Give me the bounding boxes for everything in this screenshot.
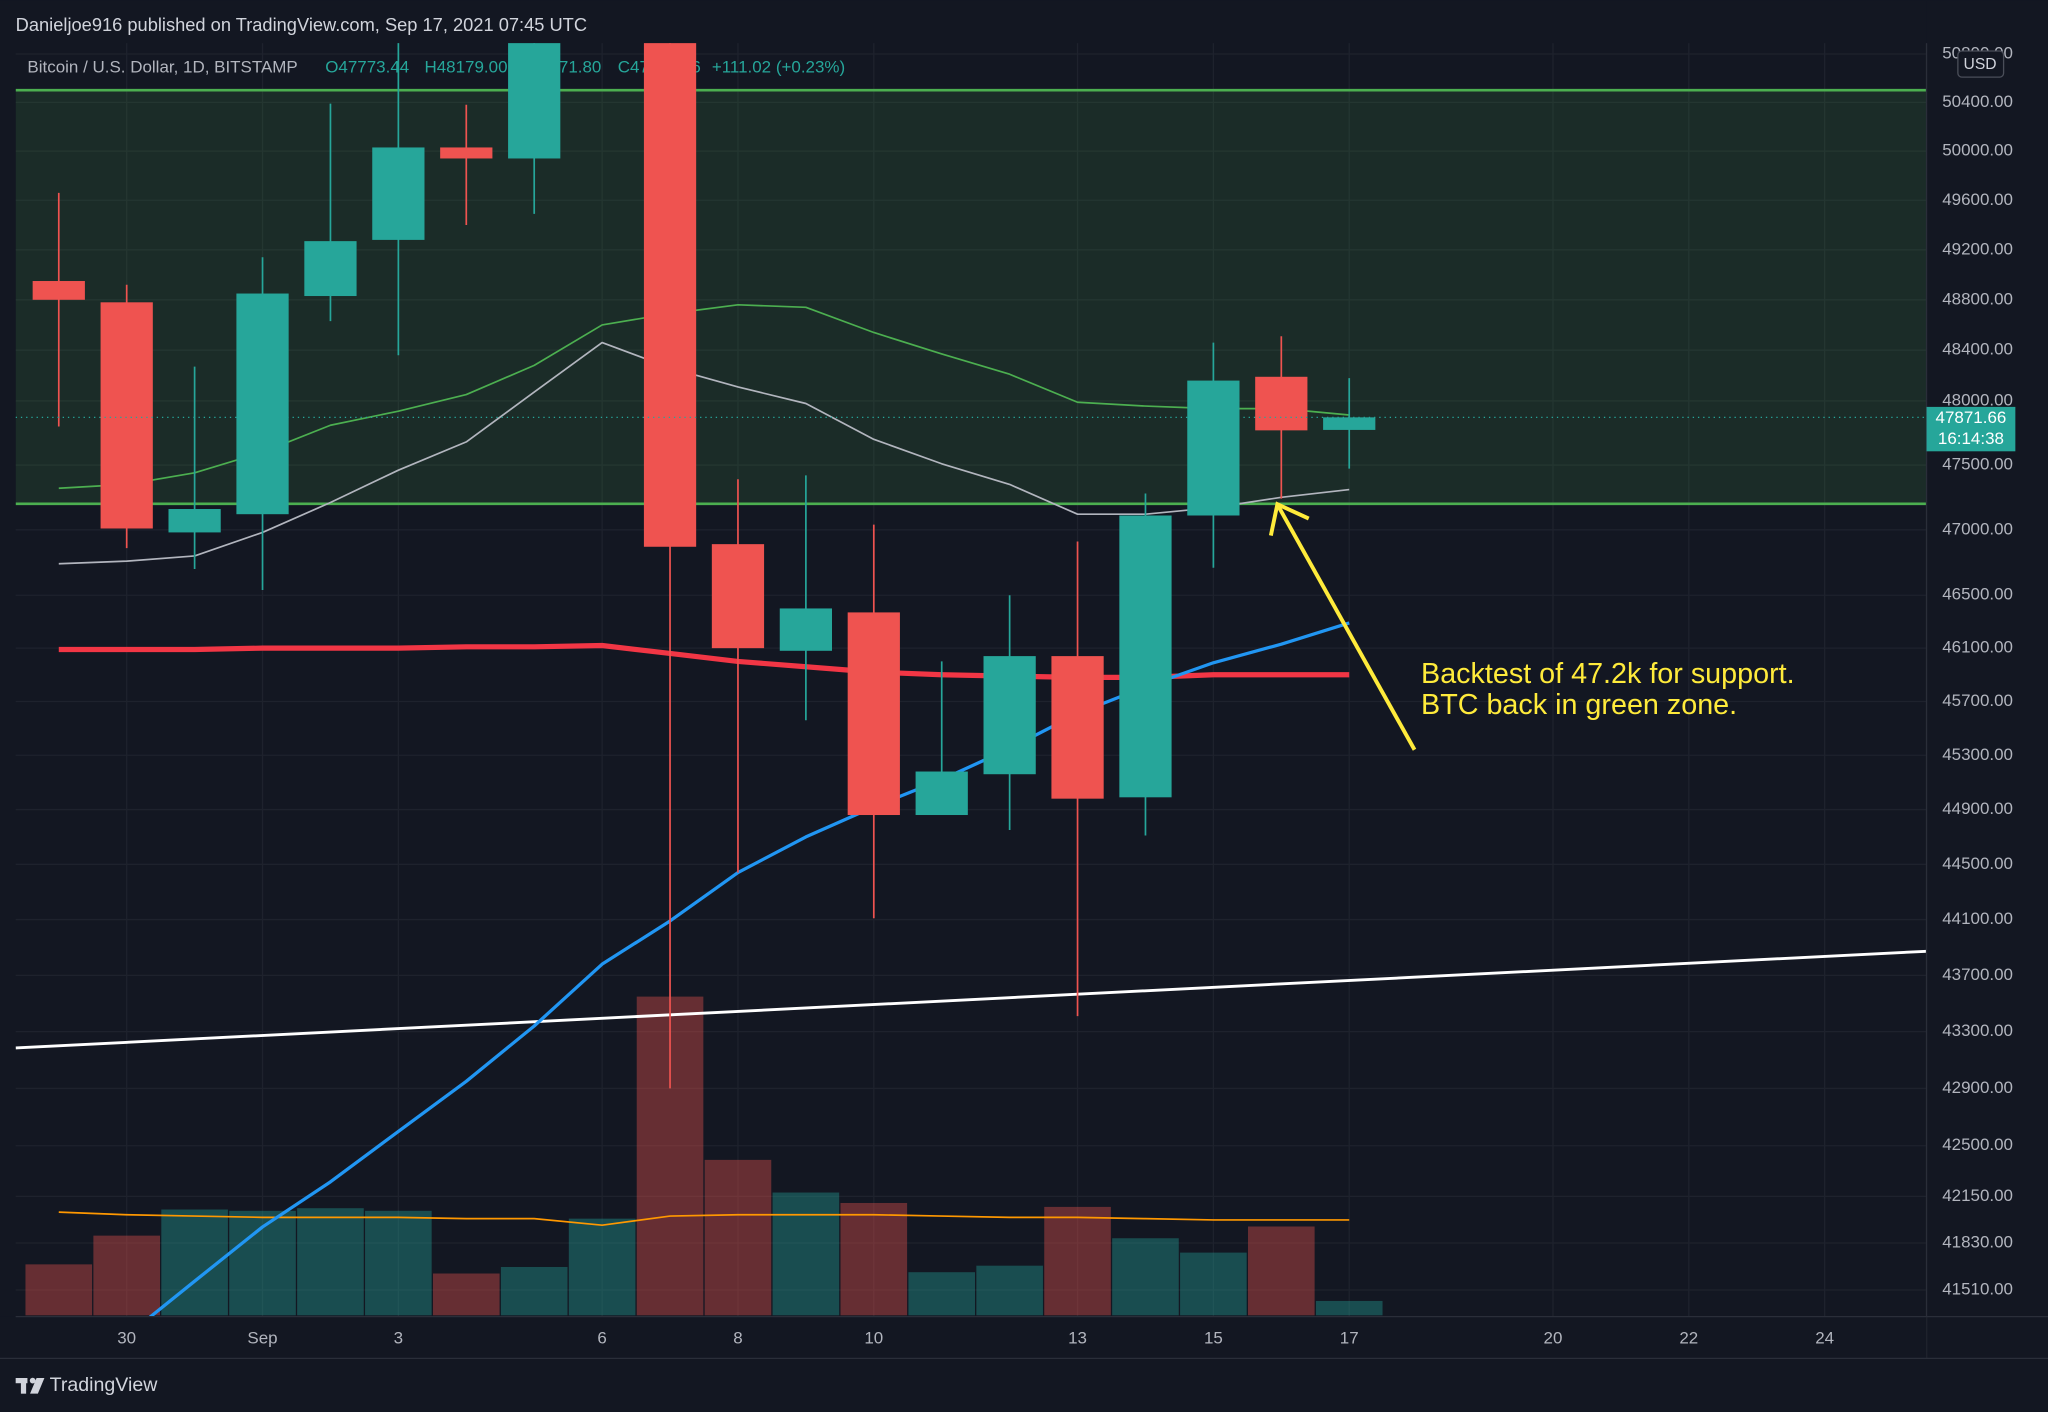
footer-brand: TradingView	[50, 1374, 159, 1396]
candle-body	[711, 544, 765, 649]
x-tick-label: 20	[1544, 1328, 1563, 1347]
y-tick-label: 48000.00	[1942, 390, 2013, 409]
y-tick-label: 49600.00	[1942, 190, 2013, 209]
y-tick-label: 48400.00	[1942, 340, 2013, 359]
volume-bar	[93, 1235, 160, 1316]
candle-body	[168, 509, 221, 533]
volume-bar	[297, 1208, 364, 1316]
candle-body	[983, 656, 1036, 775]
annotation: Backtest of 47.2k for support. BTC back …	[1268, 501, 1795, 751]
y-tick-label: 47000.00	[1942, 519, 2013, 538]
logo-part	[20, 1378, 27, 1394]
volume-bar	[1044, 1206, 1111, 1316]
logo-part	[30, 1378, 45, 1394]
y-tick-label: 42900.00	[1942, 1078, 2013, 1097]
ohlc-open: O47773.44	[325, 57, 409, 76]
volume-bar	[1315, 1300, 1383, 1316]
y-tick-label: 50400.00	[1942, 92, 2013, 111]
ohlc-high: H48179.00	[424, 57, 507, 76]
x-tick-label: 15	[1204, 1328, 1223, 1347]
annotation-text: Backtest of 47.2k for support.	[1421, 658, 1795, 690]
y-tick-label: 41830.00	[1942, 1233, 2013, 1252]
x-tick-label: 8	[733, 1328, 742, 1347]
candle-body	[779, 608, 832, 651]
publish-header: Danieljoe916 published on TradingView.co…	[16, 14, 587, 35]
currency-badge[interactable]	[1957, 50, 2005, 78]
y-tick-label: 45700.00	[1942, 691, 2013, 710]
logo-part	[29, 1377, 36, 1384]
candle-body	[1187, 380, 1240, 516]
candle-body	[440, 147, 493, 159]
candle-body	[304, 241, 357, 297]
y-tick-label: 50000.00	[1942, 141, 2013, 160]
x-tick-label: 10	[864, 1328, 883, 1347]
y-tick-label: 42150.00	[1942, 1186, 2013, 1205]
last-price-label: 47871.66	[1936, 408, 2007, 427]
countdown-label: 16:14:38	[1938, 429, 2004, 448]
volume-bar	[1112, 1238, 1179, 1316]
candle-body	[236, 293, 289, 515]
y-tick-label: 42500.00	[1942, 1135, 2013, 1154]
x-tick-label: Sep	[247, 1328, 277, 1347]
x-tick-label: 13	[1068, 1328, 1087, 1347]
candle-body	[32, 281, 85, 300]
footer-logo	[15, 1377, 45, 1394]
y-tick-label: 44900.00	[1942, 799, 2013, 818]
x-tick-label: 17	[1340, 1328, 1359, 1347]
candle-body	[1255, 376, 1308, 431]
x-tick-label: 22	[1679, 1328, 1698, 1347]
y-tick-label: 49200.00	[1942, 239, 2013, 258]
moving-average	[58, 341, 1350, 565]
volume-bar	[840, 1202, 908, 1316]
symbol: Bitcoin / U.S. Dollar, 1D, BITSTAMP	[27, 57, 297, 76]
candle-body	[1323, 417, 1376, 430]
volume-bar	[365, 1210, 432, 1316]
y-tick-label: 48800.00	[1942, 289, 2013, 308]
volume-bar	[1180, 1252, 1247, 1316]
y-tick-label: 43700.00	[1942, 965, 2013, 984]
candle-body	[372, 147, 425, 240]
volume-bar	[908, 1272, 976, 1316]
candle-body	[643, 43, 697, 547]
volume-bar	[704, 1159, 772, 1316]
annotation-arrow	[1276, 505, 1417, 751]
x-tick-label: 24	[1815, 1328, 1834, 1347]
y-tick-label: 45300.00	[1942, 745, 2013, 764]
price-axis	[1926, 0, 2048, 1359]
annotation-text: BTC back in green zone.	[1421, 689, 1737, 721]
y-tick-label: 46100.00	[1942, 638, 2013, 657]
y-tick-label: 44100.00	[1942, 909, 2013, 928]
x-tick-label: 3	[394, 1328, 403, 1347]
y-tick-label: 46500.00	[1942, 585, 2013, 604]
currency-label: USD	[1964, 56, 1997, 73]
trendline	[15, 949, 1927, 1050]
support-zone	[15, 90, 1927, 504]
y-tick-label: 44500.00	[1942, 854, 2013, 873]
x-tick-label: 30	[117, 1328, 136, 1347]
last-price-badge	[1926, 406, 2016, 452]
volume-bar	[976, 1265, 1043, 1316]
volume-bar	[1248, 1226, 1315, 1316]
candle-body	[508, 43, 561, 159]
volume-bar	[568, 1218, 636, 1316]
volume-bar	[25, 1264, 93, 1316]
candle-body	[100, 302, 153, 529]
candle-body	[915, 771, 968, 816]
candle-body	[1051, 656, 1104, 799]
volume-bar	[432, 1273, 500, 1316]
arrow-head	[1268, 501, 1310, 536]
candle-body	[1119, 515, 1172, 798]
time-axis	[0, 1316, 1927, 1359]
candle-body	[847, 612, 900, 816]
y-tick-label: 41510.00	[1942, 1279, 2013, 1298]
volume-bar	[500, 1266, 568, 1316]
y-tick-label: 43300.00	[1942, 1021, 2013, 1040]
volume-ma	[58, 1211, 1350, 1227]
x-tick-label: 6	[597, 1328, 606, 1347]
volume-bar	[772, 1192, 840, 1316]
ohlc-change: +111.02 (+0.23%)	[712, 57, 845, 76]
y-tick-label: 47500.00	[1942, 455, 2013, 474]
